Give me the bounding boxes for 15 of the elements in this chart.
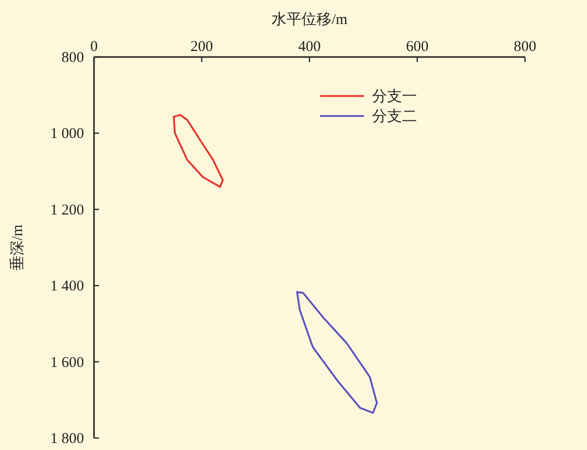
y-tick-label: 800	[62, 50, 84, 66]
y-tick-label: 1 800	[50, 431, 84, 447]
y-tick-label: 1 200	[50, 202, 84, 218]
y-tick-label: 1 000	[50, 126, 84, 142]
x-axis-title: 水平位移/m	[272, 11, 348, 28]
x-tick-label: 200	[190, 39, 213, 55]
x-tick-label: 0	[90, 39, 98, 55]
y-tick-label: 1 600	[50, 354, 84, 371]
y-axis-title: 垂深/m	[9, 224, 26, 270]
legend-label: 分支二	[372, 108, 417, 125]
y-tick-label: 1 400	[50, 278, 84, 295]
x-tick-label: 400	[298, 39, 321, 55]
x-tick-label: 600	[406, 39, 428, 55]
legend-label: 分支一	[372, 88, 417, 105]
x-tick-label: 800	[514, 39, 536, 55]
